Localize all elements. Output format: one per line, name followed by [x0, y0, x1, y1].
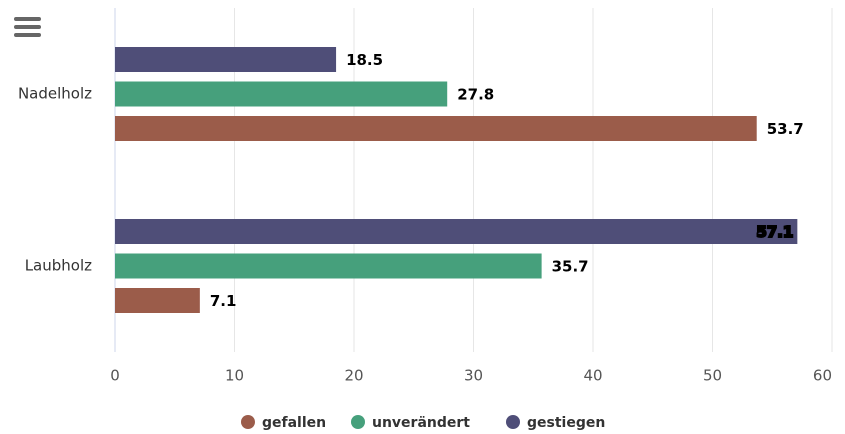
legend-item[interactable]: gefallen	[241, 415, 326, 431]
data-label: 7.1	[210, 292, 237, 310]
data-label: 57.1	[756, 223, 793, 241]
menu-bar	[14, 25, 41, 29]
legend-swatch	[241, 415, 255, 429]
x-tick-label: 60	[813, 367, 832, 385]
x-tick-label: 50	[703, 367, 722, 385]
legend: gefallen unverändert gestiegen	[241, 415, 605, 431]
x-tick-label: 40	[583, 367, 602, 385]
bar	[115, 253, 542, 279]
bar	[115, 219, 798, 244]
x-tick-label: 20	[344, 367, 363, 385]
legend-swatch	[351, 415, 365, 429]
menu-bar	[14, 17, 41, 21]
y-tick-label: Laubholz	[25, 257, 92, 275]
legend-label: unverändert	[372, 415, 470, 431]
data-label: 53.7	[767, 120, 804, 138]
data-label: 18.5	[346, 51, 383, 69]
bar	[115, 81, 448, 107]
bar	[115, 288, 200, 313]
legend-label: gestiegen	[527, 415, 605, 431]
bar	[115, 47, 337, 72]
x-tick-label: 10	[225, 367, 244, 385]
bar	[115, 116, 757, 141]
x-tick-label: 30	[464, 367, 483, 385]
y-tick-label: Nadelholz	[18, 85, 92, 103]
legend-label: gefallen	[262, 415, 326, 431]
x-tick-label: 0	[110, 367, 120, 385]
menu-button[interactable]	[14, 17, 41, 37]
legend-item[interactable]: unverändert	[351, 415, 470, 431]
data-label: 35.7	[552, 258, 589, 276]
data-label: 27.8	[457, 86, 494, 104]
legend-swatch	[506, 415, 520, 429]
legend-item[interactable]: gestiegen	[506, 415, 605, 431]
menu-bar	[14, 33, 41, 37]
